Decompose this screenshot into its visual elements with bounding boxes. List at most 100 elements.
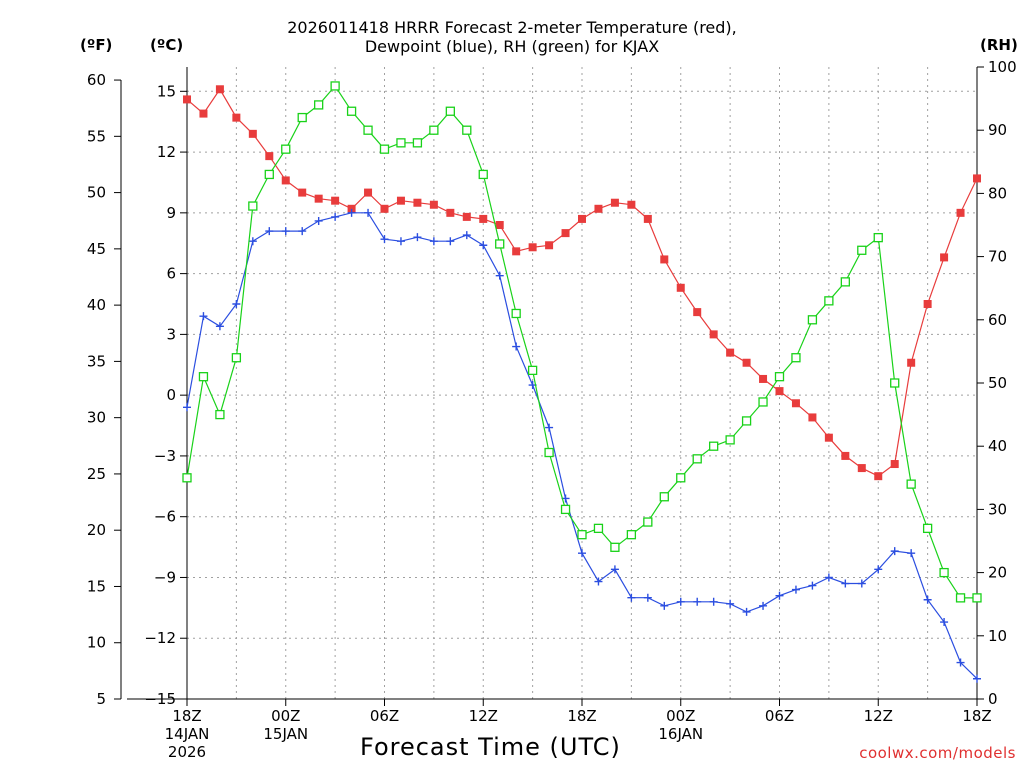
celsius-unit-label: (ºC) xyxy=(150,36,184,54)
time-tick-label: 18Z xyxy=(567,707,596,725)
rh-point xyxy=(297,112,307,123)
rh-point xyxy=(610,542,620,552)
rh-point xyxy=(231,353,242,363)
dewpoint-point xyxy=(940,618,949,627)
temperature-point xyxy=(429,200,438,209)
rh-tick-label: 60 xyxy=(988,311,1007,329)
chart-title-line-2: Dewpoint (blue), RH (green) for KJAX xyxy=(364,37,660,56)
temperature-point xyxy=(824,433,833,442)
fahrenheit-tick-label: 5 xyxy=(96,690,106,708)
rh-tick-label: 70 xyxy=(988,248,1007,266)
temperature-point xyxy=(940,253,949,262)
rh-point xyxy=(676,473,686,483)
dewpoint-point xyxy=(446,237,455,246)
dewpoint-point xyxy=(199,312,208,321)
rh-point xyxy=(593,523,604,534)
temperature-point xyxy=(528,243,537,252)
rh-point xyxy=(248,201,258,211)
rh-point xyxy=(906,479,916,489)
temperature-point xyxy=(742,358,751,367)
dewpoint-point xyxy=(627,593,636,602)
temperature-point xyxy=(331,196,340,205)
dewpoint-point xyxy=(479,241,488,250)
temperature-point xyxy=(281,176,290,185)
dewpoint-point xyxy=(956,658,965,667)
rh-point xyxy=(560,504,571,515)
rh-point xyxy=(495,239,505,249)
dewpoint-point xyxy=(726,599,735,608)
rh-point xyxy=(857,245,867,255)
rh-point xyxy=(330,81,340,91)
rh-tick-label: 80 xyxy=(988,184,1007,202)
dewpoint-point xyxy=(841,579,850,588)
temperature-point xyxy=(874,472,883,481)
temperature-point xyxy=(479,214,488,223)
celsius-tick-label: 12 xyxy=(157,143,176,161)
rh-tick-label: 50 xyxy=(988,374,1007,392)
temperature-point xyxy=(841,451,850,460)
fahrenheit-tick-label: 15 xyxy=(87,577,106,595)
temperature-point xyxy=(676,283,685,292)
dewpoint-point xyxy=(215,322,224,331)
rh-point xyxy=(626,530,637,540)
rh-point xyxy=(774,372,785,382)
temperature-point xyxy=(709,330,718,339)
celsius-tick-label: −9 xyxy=(154,568,176,586)
time-tick-label: 06Z xyxy=(370,707,399,725)
dewpoint-point xyxy=(545,423,554,432)
rh-point xyxy=(412,138,423,148)
celsius-tick-label: 0 xyxy=(166,386,176,404)
rh-tick-label: 20 xyxy=(988,564,1007,582)
temperature-point xyxy=(643,214,652,223)
temperature-point xyxy=(183,95,191,104)
dewpoint-point xyxy=(512,342,521,351)
dewpoint-point xyxy=(331,212,340,221)
rh-point xyxy=(511,308,521,319)
date-tick-label: 14JAN xyxy=(165,725,210,743)
rh-point xyxy=(824,296,834,306)
celsius-tick-label: 15 xyxy=(157,82,176,100)
dewpoint-point xyxy=(890,547,899,556)
temperature-line xyxy=(186,88,978,477)
temperature-point xyxy=(396,196,405,205)
dewpoint-point xyxy=(578,549,586,558)
rh-point xyxy=(182,473,192,483)
dewpoint-point xyxy=(643,593,652,602)
temperature-point xyxy=(923,300,932,308)
dewpoint-point xyxy=(364,208,373,217)
chart-title-line-1: 2026011418 HRRR Forecast 2-meter Tempera… xyxy=(287,18,737,37)
dewpoint-point xyxy=(314,216,323,225)
rh-line xyxy=(186,85,977,599)
dewpoint-point xyxy=(759,601,768,610)
dewpoint-point xyxy=(874,565,883,574)
temperature-point xyxy=(380,204,389,213)
celsius-tick-label: −6 xyxy=(154,508,176,526)
temperature-point xyxy=(215,85,224,94)
time-tick-label: 12Z xyxy=(469,707,498,725)
dewpoint-point xyxy=(232,300,241,308)
celsius-tick-label: 3 xyxy=(166,325,176,343)
rh-point xyxy=(758,397,768,407)
temperature-point xyxy=(446,208,455,217)
dewpoint-point xyxy=(824,573,833,582)
temperature-point xyxy=(232,113,241,122)
dewpoint-point xyxy=(495,271,504,280)
temperature-point xyxy=(495,221,504,229)
rh-point xyxy=(346,106,357,116)
rh-point xyxy=(215,409,225,420)
temperature-point xyxy=(660,255,669,264)
dewpoint-point xyxy=(676,597,685,606)
dewpoint-point xyxy=(923,595,932,604)
rh-point xyxy=(396,138,406,148)
fahrenheit-tick-label: 60 xyxy=(87,71,106,89)
rh-point xyxy=(725,435,735,445)
temperature-point xyxy=(808,413,817,422)
rh-point xyxy=(972,593,982,603)
fahrenheit-tick-label: 55 xyxy=(87,127,106,145)
fahrenheit-tick-label: 30 xyxy=(87,409,106,427)
temperature-point xyxy=(907,358,916,367)
rh-point xyxy=(544,447,554,458)
rh-point xyxy=(791,353,801,363)
rh-point xyxy=(955,593,966,603)
dewpoint-point xyxy=(265,227,274,236)
